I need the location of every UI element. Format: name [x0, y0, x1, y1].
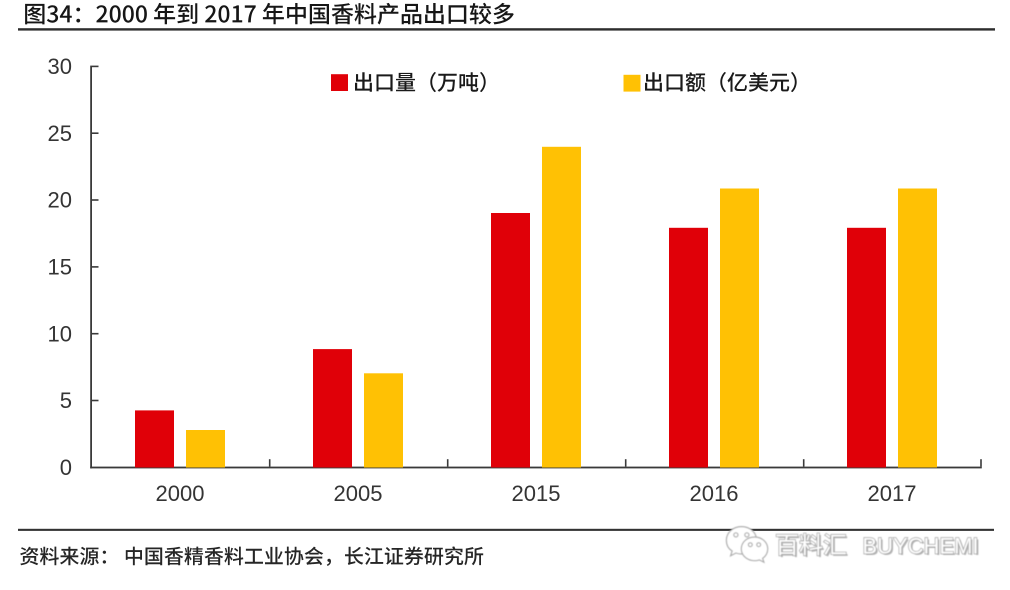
svg-text:BUYCHEMI: BUYCHEMI — [864, 535, 980, 560]
svg-text:2005: 2005 — [334, 481, 383, 506]
svg-text:10: 10 — [48, 321, 72, 346]
svg-text:BUYCHEMI: BUYCHEMI — [862, 534, 978, 559]
svg-text:25: 25 — [48, 121, 72, 146]
svg-text:2000: 2000 — [156, 481, 205, 506]
svg-text:2015: 2015 — [512, 481, 561, 506]
svg-text:30: 30 — [48, 54, 72, 79]
svg-text:5: 5 — [60, 388, 72, 413]
svg-text:0: 0 — [60, 455, 72, 480]
svg-text:20: 20 — [48, 188, 72, 213]
svg-text:15: 15 — [48, 255, 72, 280]
svg-text:2017: 2017 — [868, 481, 917, 506]
svg-text:2016: 2016 — [690, 481, 739, 506]
